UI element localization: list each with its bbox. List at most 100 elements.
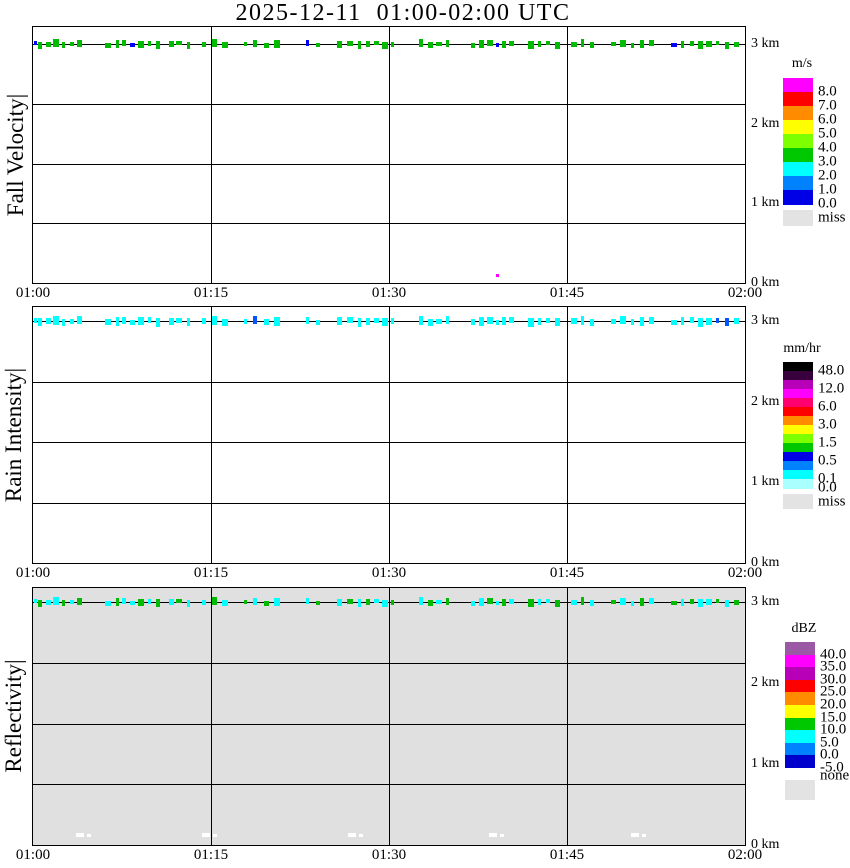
echo-mark <box>147 317 151 323</box>
echo-mark <box>471 600 476 606</box>
echo-mark <box>487 316 494 324</box>
legend-band <box>783 371 813 381</box>
legend-band <box>783 443 813 453</box>
legend-band <box>783 425 813 435</box>
echo-mark <box>698 41 704 49</box>
legend-band <box>785 692 815 706</box>
echo-mark <box>33 41 37 45</box>
echo-mark <box>115 316 119 326</box>
echo-mark <box>346 40 353 46</box>
time-tick-label: 01:15 <box>193 285 229 301</box>
height-tick-label: 0 km <box>751 837 780 852</box>
echo-mark <box>680 40 684 48</box>
ground-clutter-mark <box>75 832 84 837</box>
echo-mark <box>528 599 535 607</box>
echo-mark <box>508 317 514 323</box>
legend-tick-label: -5.0 <box>820 759 844 776</box>
echo-mark <box>76 316 82 324</box>
legend-band <box>783 106 813 121</box>
height-tick-label: 1 km <box>751 195 780 211</box>
echo-mark <box>382 599 389 607</box>
time-gridline <box>389 588 390 845</box>
echo-mark <box>175 41 182 45</box>
echo-mark <box>201 41 206 47</box>
ground-clutter-mark <box>631 832 640 837</box>
time-tick-label: 01:00 <box>15 285 51 301</box>
time-tick-label: 01:30 <box>371 285 407 301</box>
legend-band <box>783 407 813 417</box>
echo-mark <box>479 598 485 606</box>
time-tick-label: 01:15 <box>193 847 229 863</box>
echo-mark <box>346 598 353 604</box>
height-gridline <box>33 662 745 664</box>
echo-mark <box>305 598 309 604</box>
legend-band <box>783 416 813 426</box>
echo-mark <box>169 41 175 47</box>
legend-band <box>783 148 813 163</box>
echo-mark <box>508 40 514 46</box>
echo-mark <box>619 316 626 324</box>
echo-mark <box>365 599 370 605</box>
ground-clutter-mark <box>499 833 504 837</box>
chart-title: 2025-12-11 01:00-02:00 UTC <box>235 0 571 26</box>
echo-mark <box>639 316 644 326</box>
echo-mark <box>698 599 704 607</box>
echo-mark <box>538 317 542 325</box>
echo-mark <box>445 597 449 605</box>
echo-mark <box>201 599 206 605</box>
echo-mark <box>610 42 616 46</box>
echo-mark <box>315 601 320 605</box>
echo-mark <box>528 41 535 49</box>
isolated-echo-point <box>496 274 500 278</box>
echo-mark <box>725 599 730 607</box>
legend-tick-label: 0.0 <box>820 746 839 763</box>
echo-mark <box>155 599 160 607</box>
echo-mark <box>427 42 433 48</box>
ylabel-fall-velocity: Fall Velocity| <box>3 93 28 217</box>
echo-mark <box>487 40 494 46</box>
echo-mark <box>733 318 739 324</box>
legend-missing-swatch <box>783 494 813 509</box>
echo-mark <box>716 317 720 323</box>
echo-mark <box>706 599 713 605</box>
time-gridline <box>389 27 390 283</box>
time-tick-label: 01:45 <box>549 565 585 581</box>
echo-mark <box>546 41 551 45</box>
echo-mark <box>70 42 75 46</box>
legend-band <box>783 134 813 149</box>
height-tick-label: 1 km <box>751 474 780 490</box>
legend-tick-label: 15.0 <box>820 709 847 726</box>
height-tick-label: 3 km <box>751 594 780 609</box>
echo-mark <box>315 43 320 47</box>
legend-title-m-s: m/s <box>791 56 813 71</box>
echo-mark <box>104 42 111 48</box>
time-gridline <box>211 307 212 563</box>
legend-missing-label: miss <box>818 493 846 509</box>
echo-mark <box>222 318 229 326</box>
echo-mark <box>725 318 730 326</box>
legend-tick-label: 6.0 <box>818 398 837 415</box>
echo-mark <box>733 41 739 47</box>
echo-mark <box>70 318 75 324</box>
legend-tick-label: 35.0 <box>820 658 847 675</box>
ground-clutter-mark <box>488 832 497 837</box>
legend-band <box>785 742 815 756</box>
time-tick-label: 01:45 <box>549 847 585 863</box>
echo-mark <box>243 600 247 604</box>
height-gridline <box>33 103 745 105</box>
legend-band <box>783 452 813 462</box>
echo-mark <box>147 40 151 46</box>
echo-mark <box>147 598 151 604</box>
legend-tick-label: 48.0 <box>818 362 845 379</box>
time-gridline <box>211 588 212 845</box>
legend-tick-label: 30.0 <box>820 671 847 688</box>
echo-mark <box>104 319 111 325</box>
time-tick-label: 01:30 <box>371 565 407 581</box>
echo-mark <box>502 598 507 606</box>
echo-mark <box>571 41 578 47</box>
echo-mark <box>53 315 60 325</box>
echo-mark <box>631 42 634 48</box>
echo-mark <box>554 599 560 607</box>
echo-mark <box>336 40 342 48</box>
echo-mark <box>581 39 585 47</box>
